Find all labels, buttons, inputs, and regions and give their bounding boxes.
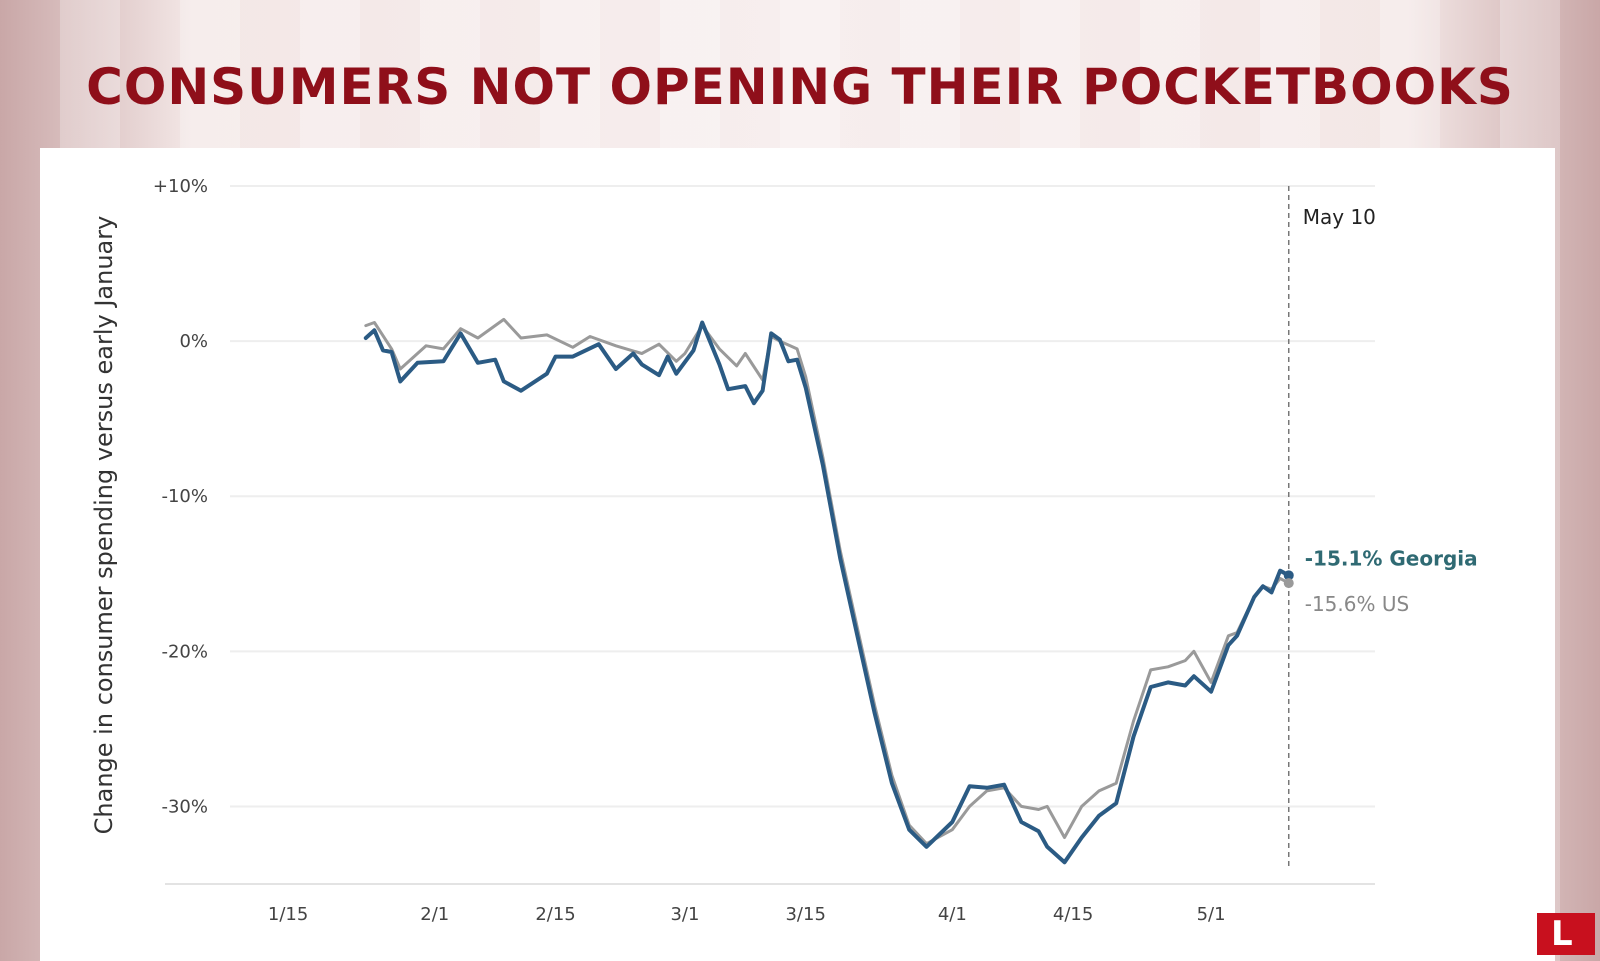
series-end-point-us — [1283, 578, 1294, 589]
y-tick-label: 0% — [179, 331, 208, 352]
y-tick-label: -20% — [161, 641, 208, 662]
gridlines — [230, 185, 1375, 808]
spending-line-chart: +10% 0% -10% -20% -30% 1/15 2/1 2/15 3/1 3/15 4/1… — [90, 176, 1478, 925]
y-tick-label: -10% — [161, 486, 208, 507]
series-line-georgia — [363, 320, 1291, 865]
series-lines — [363, 317, 1291, 865]
y-axis-label: Change in consumer spending versus early… — [90, 216, 118, 835]
x-tick-label: 2/1 — [420, 904, 449, 925]
series-end-label-us: -15.6% US — [1305, 592, 1409, 616]
x-tick-label: 5/1 — [1197, 904, 1226, 925]
x-tick-label: 3/1 — [670, 904, 699, 925]
series-end-label-georgia: -15.1% Georgia — [1305, 546, 1478, 570]
series-end-point-georgia — [1283, 570, 1294, 581]
y-tick-label: +10% — [153, 176, 208, 197]
x-tick-label: 2/15 — [535, 904, 575, 925]
chart-panel: +10% 0% -10% -20% -30% 1/15 2/1 2/15 3/1 3/15 4/1… — [40, 148, 1555, 961]
x-tick-label: 4/1 — [938, 904, 967, 925]
corner-badge: L — [1537, 913, 1595, 955]
x-axis-ticks: 1/15 2/1 2/15 3/1 3/15 4/1 4/15 5/1 — [268, 904, 1226, 925]
y-tick-label: -30% — [161, 796, 208, 817]
x-tick-label: 3/15 — [785, 904, 825, 925]
series-line-us — [364, 317, 1291, 846]
marker-date-label: May 10 — [1303, 205, 1376, 229]
x-tick-label: 4/15 — [1053, 904, 1093, 925]
x-tick-label: 1/15 — [268, 904, 308, 925]
headline: CONSUMERS NOT OPENING THEIR POCKETBOOKS — [86, 58, 1514, 116]
y-axis-ticks: +10% 0% -10% -20% -30% — [153, 176, 208, 817]
series-end-labels: -15.1% Georgia -15.6% US — [1283, 546, 1478, 616]
